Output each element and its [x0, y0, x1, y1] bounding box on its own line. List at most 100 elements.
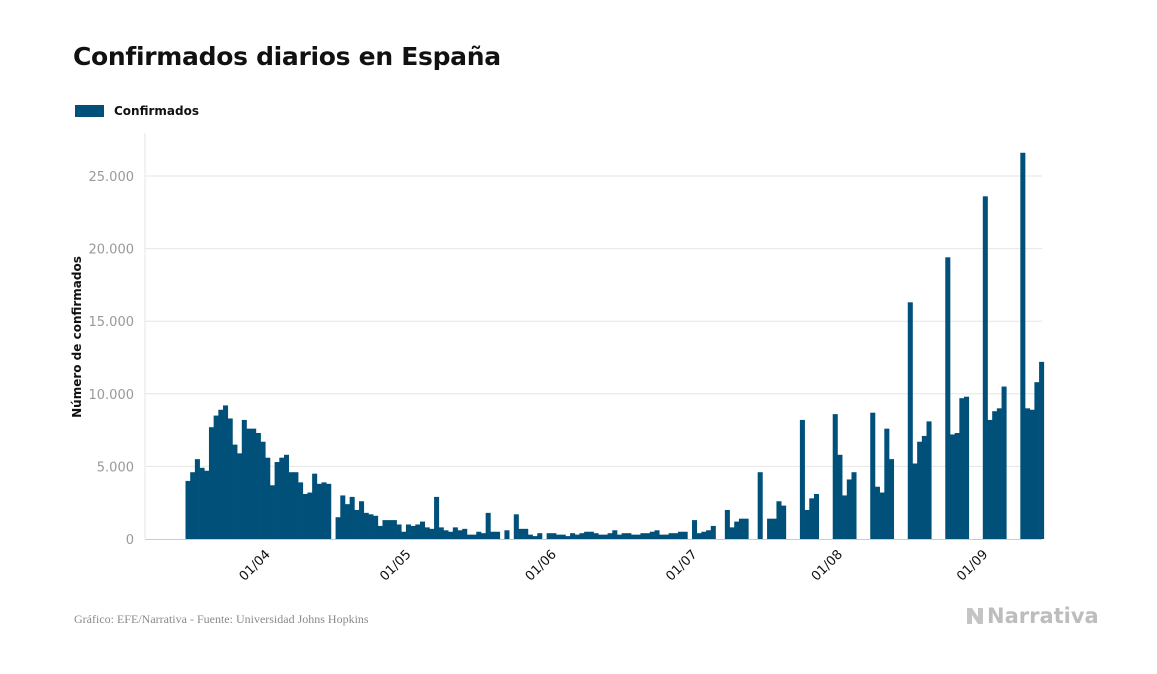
bar: [607, 533, 613, 539]
bar: [368, 514, 374, 539]
bar: [316, 483, 322, 539]
bar: [631, 534, 637, 539]
x-tick-label: 01/07: [663, 547, 700, 584]
bar: [476, 531, 482, 539]
bar: [851, 472, 857, 539]
bar: [452, 527, 458, 539]
bar: [495, 531, 501, 539]
legend-label: Confirmados: [114, 104, 199, 118]
bar: [673, 533, 679, 539]
bar: [265, 457, 271, 539]
bar: [621, 533, 627, 539]
bar: [1025, 408, 1031, 539]
bar: [724, 509, 730, 539]
bar: [307, 492, 313, 539]
bar: [584, 531, 590, 539]
bar: [809, 498, 815, 539]
bar: [945, 257, 951, 539]
y-axis-ticks: 0 5.000 10.000 15.000 20.000 25.000: [89, 170, 135, 548]
bar: [373, 515, 379, 539]
bar: [598, 534, 604, 539]
bar: [185, 480, 191, 539]
bar: [635, 534, 641, 539]
bar: [588, 531, 594, 539]
bar: [710, 525, 716, 539]
bar: [649, 531, 655, 539]
bar: [255, 433, 261, 539]
bar: [283, 454, 290, 539]
bar: [237, 453, 243, 539]
legend-swatch: [75, 105, 104, 117]
bar: [964, 396, 970, 539]
bar: [532, 536, 538, 539]
bar: [377, 525, 383, 539]
bar: [959, 398, 965, 539]
bar: [223, 405, 229, 539]
bar: [434, 496, 440, 539]
bars: [185, 152, 1045, 539]
bar: [457, 530, 463, 539]
bar: [410, 525, 416, 539]
bar: [1039, 361, 1045, 539]
bar: [884, 428, 890, 539]
bar: [241, 419, 247, 539]
bar: [405, 524, 411, 539]
bar: [565, 536, 571, 539]
bar: [917, 441, 923, 539]
bar: [982, 196, 988, 539]
x-tick-label: 01/04: [237, 547, 274, 584]
bar: [556, 534, 562, 539]
bar: [1020, 152, 1026, 539]
bar: [354, 509, 360, 539]
bar: [767, 518, 773, 539]
narrativa-logo-text: Narrativa: [987, 604, 1099, 628]
bar: [776, 501, 782, 539]
bar: [551, 533, 557, 539]
narrativa-logo-icon: [967, 608, 983, 624]
bar: [546, 533, 552, 539]
legend: Confirmados: [75, 104, 199, 118]
bar: [335, 517, 341, 539]
x-tick-label: 01/09: [954, 547, 991, 584]
bar: [616, 534, 623, 539]
bar: [907, 302, 913, 539]
y-tick-label: 5.000: [97, 460, 134, 475]
bar: [696, 533, 702, 539]
bar: [246, 428, 252, 539]
bar: [387, 520, 393, 539]
bar: [560, 534, 566, 539]
bar: [537, 533, 543, 539]
bar: [870, 412, 876, 539]
bar: [954, 433, 960, 539]
bar: [251, 428, 257, 539]
bar: [837, 454, 843, 539]
bar: [593, 533, 599, 539]
bar: [1034, 382, 1040, 539]
bar: [279, 457, 285, 539]
y-tick-label: 15.000: [89, 315, 135, 330]
bar: [462, 528, 468, 539]
bar: [579, 533, 585, 539]
bar: [288, 472, 294, 539]
bar: [326, 483, 332, 539]
bar: [668, 533, 674, 539]
bar: [570, 533, 576, 539]
bar: [813, 493, 819, 539]
bar: [738, 518, 744, 539]
y-axis-label: Número de confirmados: [70, 256, 84, 418]
bar: [448, 531, 454, 539]
bar: [199, 467, 205, 539]
bar: [1001, 386, 1007, 539]
bar: [321, 482, 327, 539]
bar: [846, 479, 852, 539]
bar: [527, 534, 533, 539]
bar: [626, 533, 632, 539]
bar: [396, 524, 402, 539]
x-tick-label: 01/05: [377, 547, 414, 584]
bar: [518, 528, 524, 539]
bar: [298, 482, 304, 539]
bar: [312, 473, 318, 539]
bar: [771, 518, 777, 539]
bar: [659, 534, 665, 539]
